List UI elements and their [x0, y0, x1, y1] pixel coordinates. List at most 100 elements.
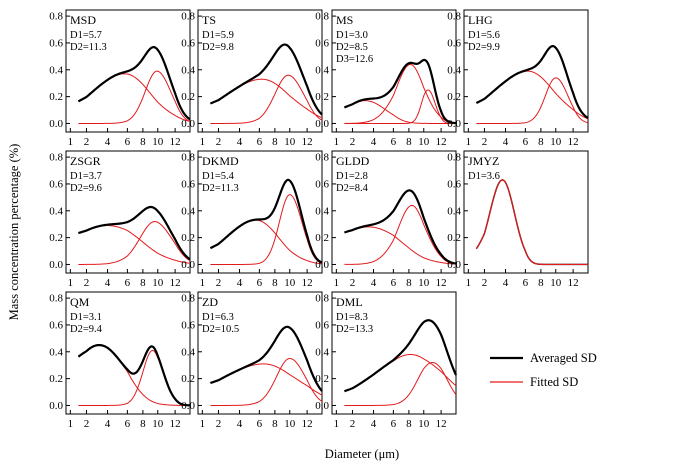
averaged-curve [344, 319, 458, 393]
y-tick-label: 0.6 [315, 319, 329, 331]
x-axis-label: Diameter (μm) [325, 447, 399, 461]
averaged-curve [209, 43, 323, 116]
x-tick-label: 8 [406, 277, 412, 289]
y-tick-label: 0.0 [447, 118, 461, 130]
x-tick-label: 1 [200, 277, 206, 289]
fitted-curve-1 [344, 100, 456, 124]
panel-param: D1=3.1 [70, 312, 102, 323]
x-tick-label: 10 [284, 136, 296, 148]
y-tick-label: 0.2 [181, 232, 195, 244]
fitted-curve-2 [78, 70, 191, 124]
x-tick-label: 10 [550, 277, 562, 289]
x-tick-label: 2 [216, 418, 222, 430]
panel-ms: 0.0 0.2 0.4 0.6 0.8 1 2 4 6 8 10 12 MS D1=3.0D2=8.5D3… [315, 9, 457, 148]
y-tick-label: 0.4 [181, 205, 195, 217]
x-tick-label: 2 [216, 136, 222, 148]
fitted-curve-1 [475, 179, 588, 265]
y-tick-label: 0.8 [181, 293, 195, 305]
panel-frame [65, 150, 191, 274]
panel-frame [463, 9, 589, 133]
x-tick-label: 12 [170, 277, 181, 289]
panel-param: D2=9.4 [70, 324, 103, 335]
x-tick-label: 4 [105, 418, 111, 430]
panel-zsgr: 0.0 0.2 0.4 0.6 0.8 1 2 4 6 8 10 12 ZSGR D1=3.7D2=9.6 [49, 150, 191, 289]
x-tick-label: 12 [302, 418, 313, 430]
panel-name: QM [70, 295, 90, 309]
averaged-curve [78, 205, 191, 261]
x-tick-label: 6 [125, 418, 131, 430]
y-tick-label: 0.2 [49, 232, 63, 244]
x-tick-label: 4 [237, 418, 243, 430]
fitted-curve-2 [210, 194, 323, 265]
panel-param: D2=9.6 [70, 183, 102, 194]
x-tick-label: 1 [334, 418, 340, 430]
y-tick-label: 0.4 [49, 205, 63, 217]
x-tick-label: 6 [257, 136, 263, 148]
x-tick-label: 8 [140, 418, 146, 430]
averaged-curve [344, 189, 457, 265]
panel-frame [331, 291, 457, 415]
panel-param: D1=3.7 [70, 171, 102, 182]
x-tick-label: 12 [302, 136, 313, 148]
x-tick-label: 1 [466, 277, 472, 289]
x-tick-label: 8 [406, 418, 412, 430]
fitted-curve-2 [78, 221, 191, 265]
y-tick-label: 0.8 [315, 152, 329, 164]
panel-qm: 0.0 0.2 0.4 0.6 0.8 1 2 4 6 8 10 12 QM D1=3.1D2=9.4 [49, 291, 191, 430]
panel-param: D1=5.9 [202, 30, 234, 41]
fitted-curve-1 [210, 363, 323, 396]
y-tick-label: 0.4 [181, 346, 195, 358]
y-tick-label: 0.8 [181, 11, 195, 23]
panel-param: D3=12.6 [336, 54, 373, 65]
x-tick-label: 8 [140, 136, 146, 148]
y-tick-label: 0.8 [447, 11, 461, 23]
fitted-curve-2 [210, 74, 323, 124]
panel-param: D1=5.7 [70, 30, 102, 41]
x-tick-label: 10 [152, 418, 164, 430]
fitted-curve-3 [344, 89, 456, 124]
averaged-curve [77, 46, 191, 121]
legend-label-fitted: Fitted SD [530, 375, 578, 389]
y-tick-label: 0.0 [447, 259, 461, 271]
y-tick-label: 0.4 [447, 64, 461, 76]
y-tick-label: 0.2 [447, 91, 461, 103]
y-tick-label: 0.6 [315, 178, 329, 190]
y-tick-label: 0.8 [49, 11, 63, 23]
x-tick-label: 1 [334, 136, 340, 148]
x-tick-label: 2 [350, 418, 356, 430]
x-tick-label: 1 [200, 418, 206, 430]
panel-param: D2=11.3 [70, 42, 107, 53]
panel-frame [197, 291, 323, 415]
fitted-curve-1 [78, 225, 191, 264]
averaged-curve [77, 343, 191, 407]
panel-name: LHG [468, 13, 493, 27]
x-tick-label: 1 [334, 277, 340, 289]
y-tick-label: 0.0 [181, 400, 195, 412]
x-tick-label: 1 [68, 136, 74, 148]
x-tick-label: 12 [568, 277, 579, 289]
x-tick-label: 4 [371, 277, 377, 289]
y-tick-label: 0.6 [49, 178, 63, 190]
panel-param: D1=5.6 [468, 30, 500, 41]
panel-frame [65, 9, 191, 133]
y-tick-label: 0.4 [181, 64, 195, 76]
x-tick-label: 4 [237, 277, 243, 289]
y-tick-label: 0.2 [447, 232, 461, 244]
panel-param: D2=9.8 [202, 42, 234, 53]
fitted-curve-2 [344, 362, 457, 406]
x-tick-label: 8 [272, 418, 278, 430]
fitted-curve-overlay [475, 179, 588, 266]
y-tick-label: 0.6 [49, 319, 63, 331]
y-tick-label: 0.8 [447, 152, 461, 164]
x-tick-label: 8 [538, 136, 544, 148]
x-tick-label: 4 [503, 136, 509, 148]
x-tick-label: 1 [466, 136, 472, 148]
panel-frame [197, 150, 323, 274]
panel-frame [463, 150, 589, 274]
panel-name: MS [336, 13, 353, 27]
x-tick-label: 10 [550, 136, 562, 148]
x-tick-label: 4 [371, 136, 377, 148]
y-tick-label: 0.2 [181, 91, 195, 103]
panel-name: GLDD [336, 154, 370, 168]
fitted-curve-2 [344, 204, 457, 265]
